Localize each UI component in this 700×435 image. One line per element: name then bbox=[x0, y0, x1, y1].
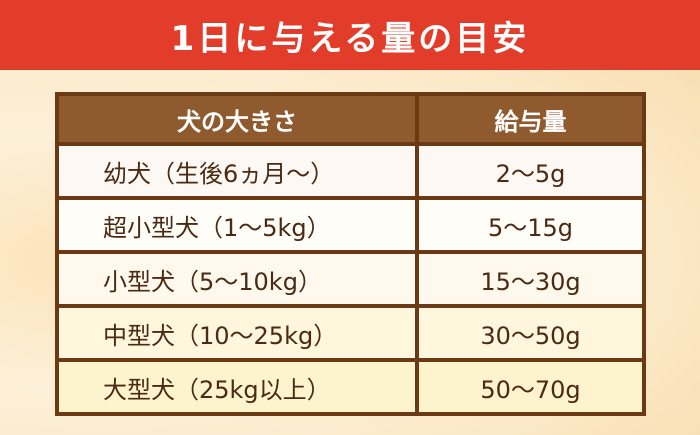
header-amount: 給与量 bbox=[419, 96, 642, 142]
row-size: 超小型犬（1〜5kg） bbox=[59, 200, 415, 250]
title-bar: 1日に与える量の目安 bbox=[0, 0, 700, 70]
row-amount: 50〜70g bbox=[419, 362, 642, 412]
row-size: 中型犬（10〜25kg） bbox=[59, 308, 415, 358]
header-size: 犬の大きさ bbox=[59, 96, 415, 142]
feeding-table: 犬の大きさ 給与量 幼犬（生後6ヵ月〜） 2〜5g 超小型犬（1〜5kg） 5〜… bbox=[55, 92, 646, 416]
page-title: 1日に与える量の目安 bbox=[170, 18, 530, 59]
row-size: 大型犬（25kg以上） bbox=[59, 362, 415, 412]
row-amount: 30〜50g bbox=[419, 308, 642, 358]
row-amount: 2〜5g bbox=[419, 146, 642, 196]
row-size: 幼犬（生後6ヵ月〜） bbox=[59, 146, 415, 196]
row-size: 小型犬（5〜10kg） bbox=[59, 254, 415, 304]
row-amount: 15〜30g bbox=[419, 254, 642, 304]
row-amount: 5〜15g bbox=[419, 200, 642, 250]
